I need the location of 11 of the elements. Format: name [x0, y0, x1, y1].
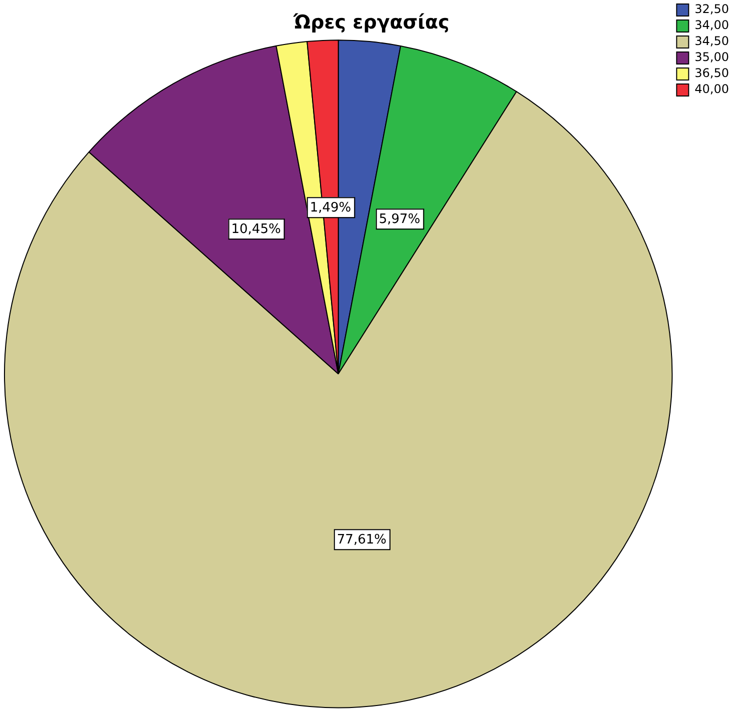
legend-label: 40,00 — [694, 82, 730, 96]
legend-label: 35,00 — [694, 50, 730, 64]
data-label: 10,45% — [231, 222, 281, 238]
chart-title: Ώρες εργασίας — [292, 11, 450, 34]
data-label: 5,97% — [378, 212, 420, 227]
legend-label: 32,50 — [694, 2, 730, 16]
data-label: 77,61% — [336, 532, 386, 548]
data-label: 1,49% — [310, 200, 352, 216]
legend-label: 34,50 — [694, 34, 730, 48]
legend-label: 34,00 — [694, 18, 730, 32]
legend-label: 36,50 — [694, 66, 730, 80]
